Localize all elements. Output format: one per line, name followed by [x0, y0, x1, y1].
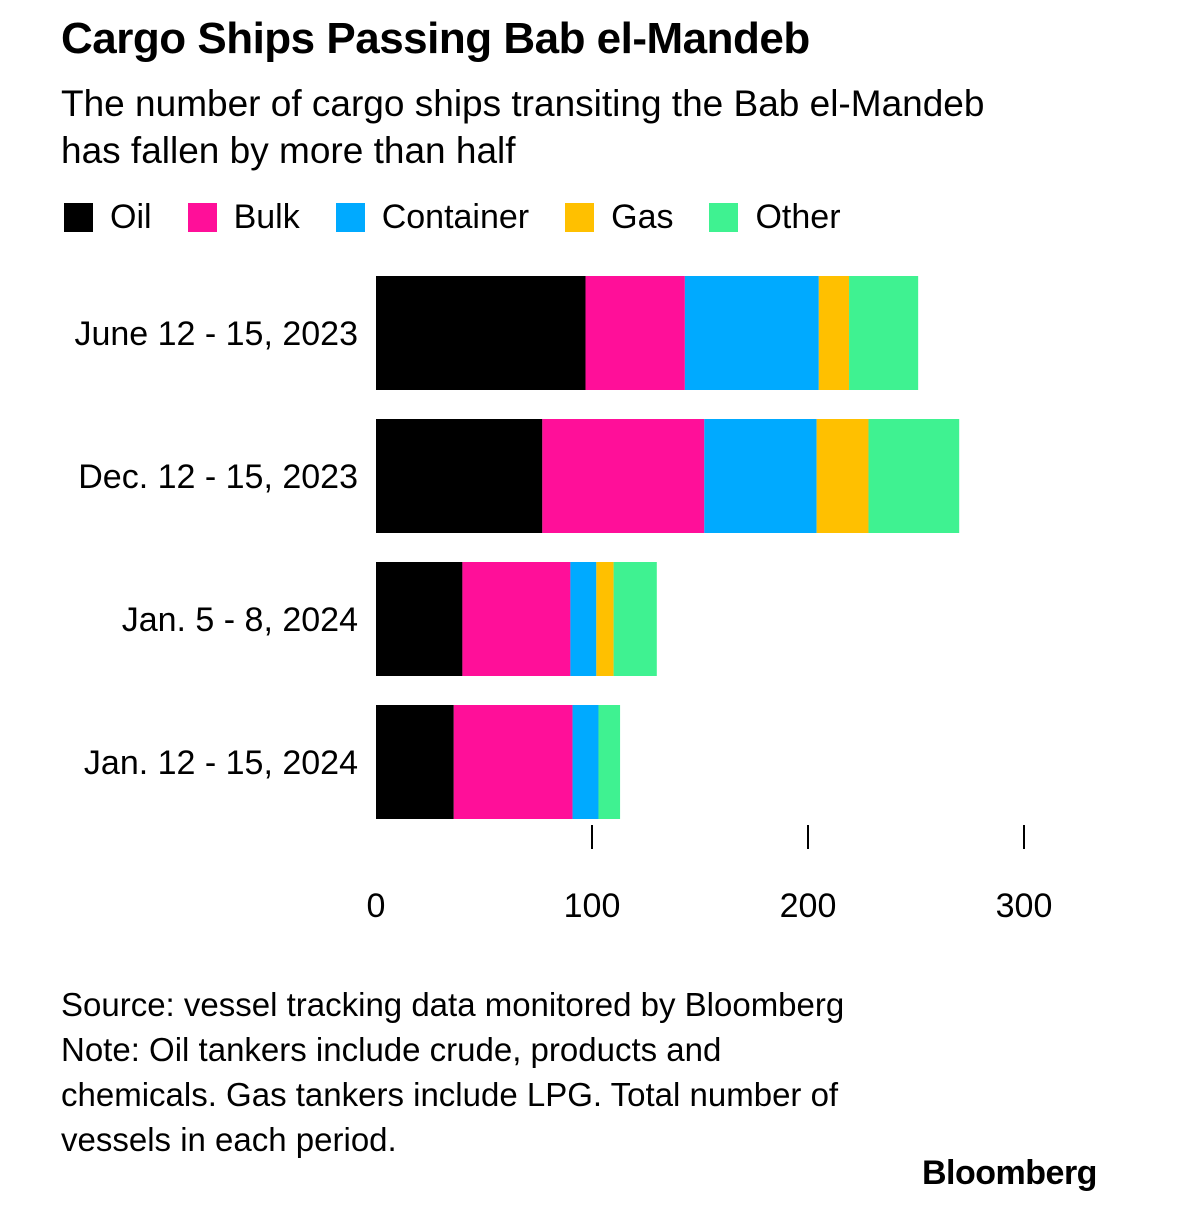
bloomberg-logo: Bloomberg: [922, 1154, 1097, 1192]
bar-segment-oil: [376, 705, 454, 819]
bar-segment-gas: [596, 562, 614, 676]
chart-subtitle: The number of cargo ships transiting the…: [61, 83, 985, 171]
legend-item-bulk: Bulk: [187, 198, 300, 237]
bar-chart: June 12 - 15, 2023 Dec. 12 - 15, 2023 Jan.…: [74, 276, 1053, 925]
legend-item-other: Other: [709, 198, 841, 237]
legend-label: Container: [381, 198, 530, 236]
legend-label: Bulk: [233, 198, 300, 236]
source-note: Source: vessel tracking data monitored b…: [61, 986, 845, 1023]
category-label: June 12 - 15, 2023: [74, 315, 358, 353]
bar-segment-bulk: [585, 276, 685, 390]
legend: Oil Bulk Container Gas Other: [64, 198, 877, 237]
x-tick-label: 0: [367, 887, 386, 925]
bar-segment-oil: [376, 276, 586, 390]
legend-label: Gas: [611, 198, 674, 236]
bar-segment-container: [684, 276, 819, 390]
bar-segment-other: [598, 705, 621, 819]
bar-segment-other: [868, 419, 960, 533]
legend-swatch: [565, 203, 595, 232]
x-tick-label: 200: [780, 887, 837, 925]
legend-item-gas: Gas: [565, 198, 673, 237]
bar-segment-oil: [376, 562, 463, 676]
bar-segment-gas: [816, 419, 869, 533]
legend-label: Oil: [110, 198, 152, 236]
footnote: Note: Oil tankers include crude, product…: [61, 1031, 839, 1158]
legend-item-oil: Oil: [64, 198, 152, 237]
bar-segment-other: [613, 562, 657, 676]
bar-segment-bulk: [453, 705, 573, 819]
x-tick-label: 300: [996, 887, 1053, 925]
legend-item-container: Container: [335, 198, 530, 237]
category-label: Jan. 5 - 8, 2024: [122, 601, 358, 639]
bar-segment-container: [570, 562, 597, 676]
category-label: Dec. 12 - 15, 2023: [78, 458, 358, 496]
bar-segment-bulk: [542, 419, 705, 533]
legend-swatch: [64, 203, 93, 232]
footnotes: Source: vessel tracking data monitored b…: [61, 982, 861, 1162]
category-label: Jan. 12 - 15, 2024: [84, 744, 358, 782]
legend-swatch: [709, 203, 739, 232]
x-tick-label: 100: [564, 887, 621, 925]
legend-label: Other: [755, 198, 841, 236]
bar-segment-container: [572, 705, 599, 819]
bar-segment-oil: [376, 419, 543, 533]
bar-segment-container: [704, 419, 817, 533]
bar-segment-bulk: [462, 562, 571, 676]
bar-segment-other: [849, 276, 919, 390]
chart-title: Cargo Ships Passing Bab el-Mandeb: [61, 14, 810, 63]
legend-swatch: [335, 203, 365, 232]
legend-swatch: [187, 203, 217, 232]
bar-segment-gas: [818, 276, 850, 390]
